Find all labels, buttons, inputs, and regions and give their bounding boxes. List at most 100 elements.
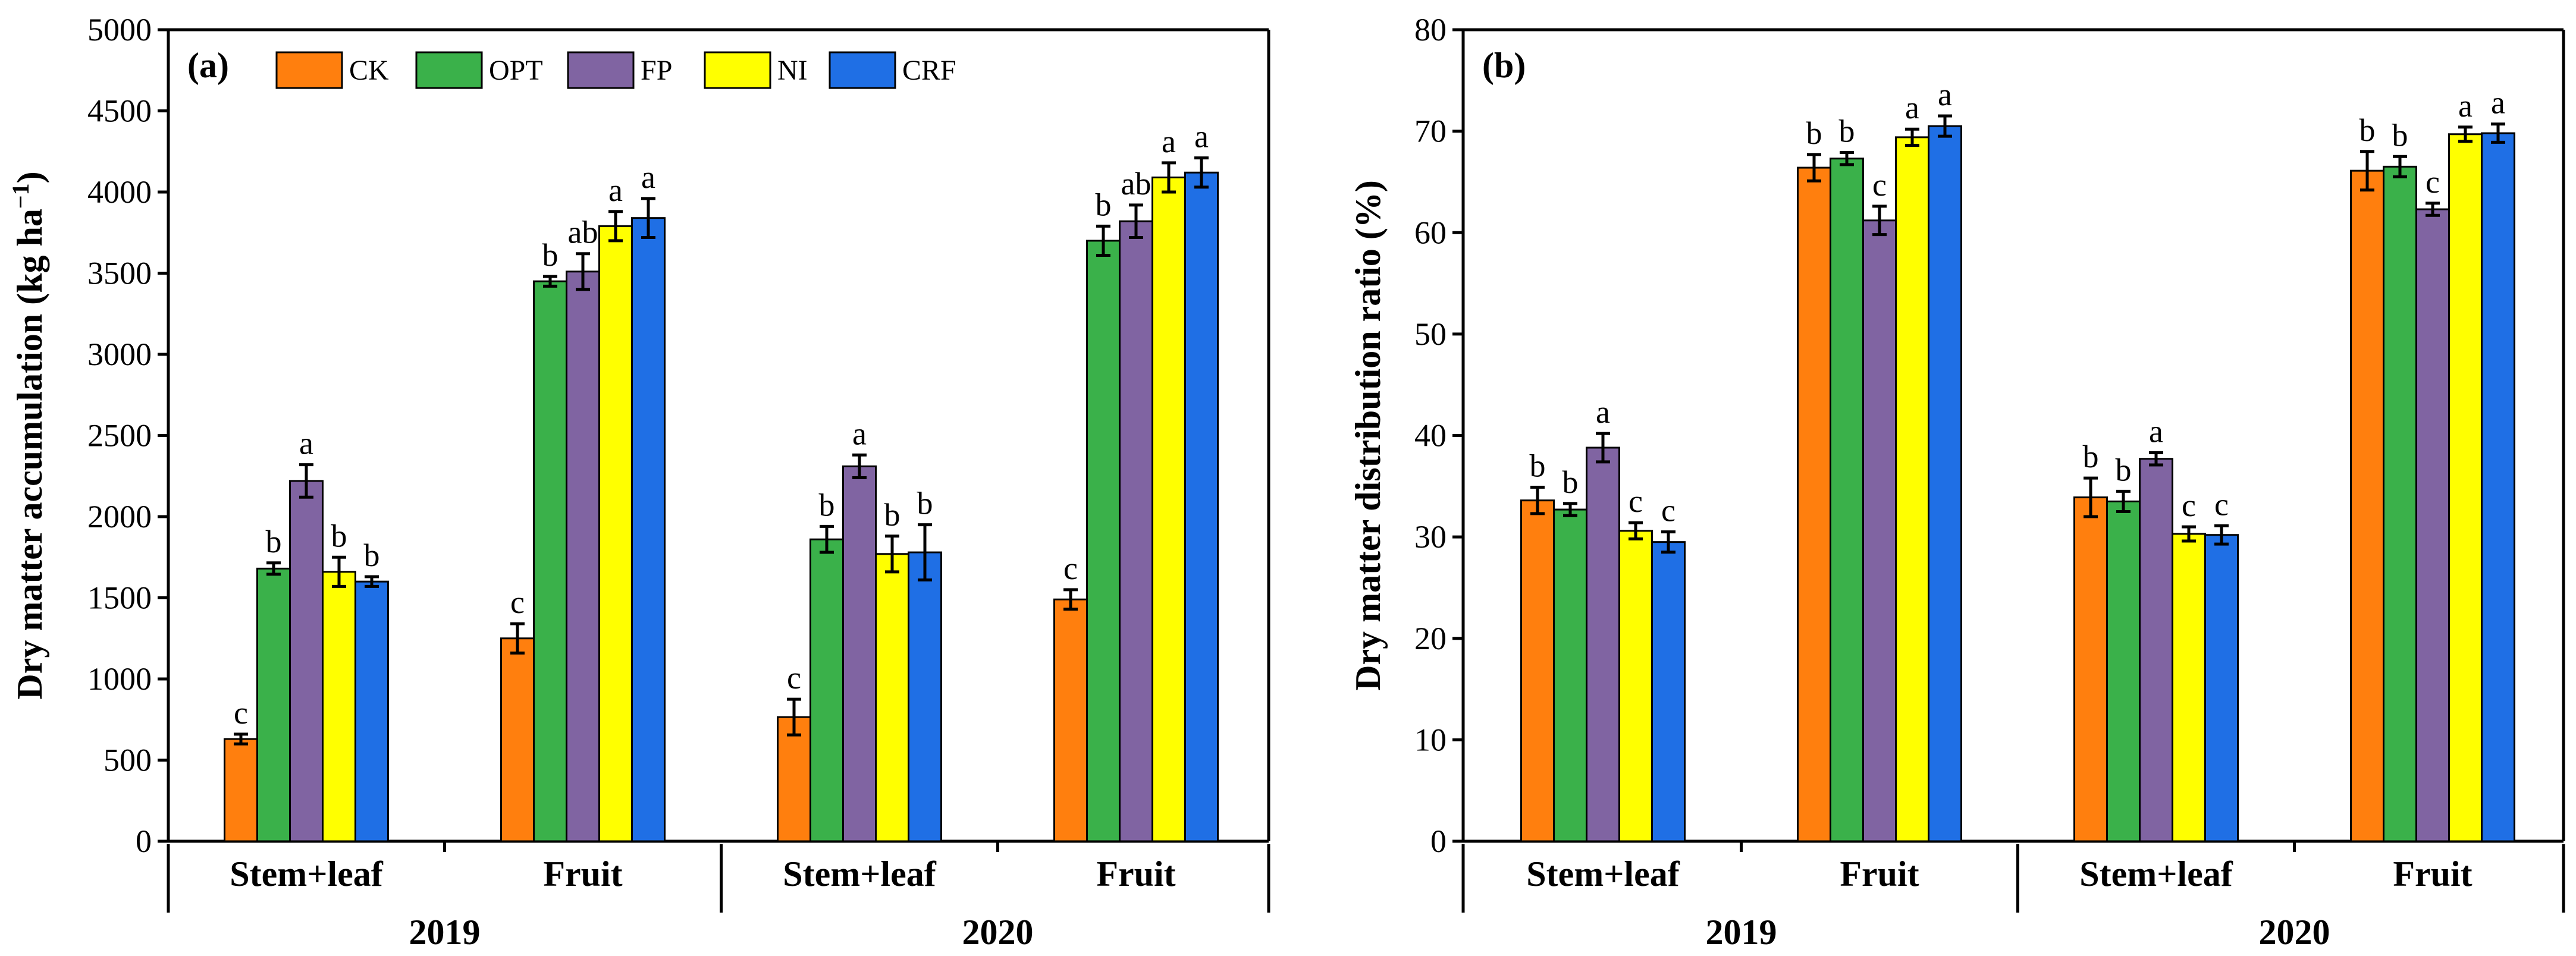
bar-fp xyxy=(2139,458,2173,842)
significance-letter: b xyxy=(266,524,282,559)
legend-label-ni: NI xyxy=(777,55,808,86)
bar-fp xyxy=(566,271,600,842)
legend-label-opt: OPT xyxy=(489,55,543,86)
year-label: 2019 xyxy=(409,913,481,952)
legend: CK OPT FP NI CRF xyxy=(275,51,956,89)
bar-crf xyxy=(2481,132,2515,842)
y-tick-label: 70 xyxy=(1414,114,1447,149)
bar-crf xyxy=(1651,541,1686,842)
bar-opt xyxy=(256,567,291,842)
bar-opt xyxy=(2106,500,2141,842)
category-label: Fruit xyxy=(1840,854,1919,894)
legend-swatch-ck xyxy=(275,51,343,89)
significance-letter: a xyxy=(641,159,655,195)
panel-label: (b) xyxy=(1482,46,1526,85)
bar-ni xyxy=(1895,136,1929,842)
legend-label-fp: FP xyxy=(641,55,672,86)
y-tick-label: 4000 xyxy=(87,174,152,210)
significance-letter: c xyxy=(787,660,801,696)
bar-ck xyxy=(224,738,258,842)
y-tick-label: 30 xyxy=(1414,519,1447,555)
significance-letter: b xyxy=(2116,452,2132,488)
significance-letter: b xyxy=(2392,117,2408,153)
significance-letter: b xyxy=(1530,448,1546,484)
y-tick-label: 3000 xyxy=(87,337,152,372)
category-label: Fruit xyxy=(1096,854,1175,894)
y-tick-label: 80 xyxy=(1414,12,1447,48)
category-label: Stem+leaf xyxy=(2079,854,2233,894)
bar-ni xyxy=(1151,176,1186,842)
significance-letter: a xyxy=(2458,88,2473,124)
y-tick-label: 500 xyxy=(103,743,152,778)
bar-opt xyxy=(1086,240,1121,842)
y-tick-label: 2000 xyxy=(87,499,152,534)
legend-label-crf: CRF xyxy=(902,55,956,86)
significance-letter: b xyxy=(331,518,347,554)
significance-letter: b xyxy=(884,497,900,533)
y-tick-label: 3500 xyxy=(87,256,152,291)
bar-fp xyxy=(1119,220,1153,842)
y-tick-label: 5000 xyxy=(87,12,152,48)
bar-ck xyxy=(500,637,535,842)
bar-fp xyxy=(2415,208,2450,842)
y-axis-label: Dry matter accumulation (kg ha−1) xyxy=(7,171,49,699)
bar-ni xyxy=(875,553,909,842)
bar-ck xyxy=(1053,598,1088,842)
year-label: 2019 xyxy=(1706,913,1777,952)
significance-letter: b xyxy=(819,487,835,523)
significance-letter: a xyxy=(1905,90,1919,125)
y-tick-label: 2500 xyxy=(87,418,152,454)
bar-crf xyxy=(908,551,942,842)
significance-letter: a xyxy=(1596,394,1610,430)
y-tick-label: 20 xyxy=(1414,621,1447,656)
significance-letter: b xyxy=(917,486,933,521)
category-label: Fruit xyxy=(2393,854,2472,894)
legend-swatch-opt xyxy=(415,51,483,89)
year-label: 2020 xyxy=(2259,913,2330,952)
y-tick-label: 50 xyxy=(1414,316,1447,352)
category-label: Stem+leaf xyxy=(783,854,936,894)
y-tick-label: 10 xyxy=(1414,722,1447,757)
bar-fp xyxy=(1862,219,1897,842)
y-tick-label: 60 xyxy=(1414,215,1447,250)
significance-letter: c xyxy=(1661,493,1676,529)
y-axis-label-superscript: −1 xyxy=(7,183,34,209)
significance-letter: a xyxy=(1162,124,1176,159)
significance-letter: b xyxy=(1806,115,1822,151)
bar-crf xyxy=(631,217,666,842)
significance-letter: c xyxy=(2182,488,2196,523)
significance-letter: a xyxy=(299,426,313,461)
bar-crf xyxy=(354,580,389,842)
legend-swatch-fp xyxy=(567,51,635,89)
bar-ni xyxy=(322,571,356,842)
bar-ck xyxy=(777,716,811,842)
y-axis-label: Dry matter distribution ratio (%) xyxy=(1348,180,1388,691)
significance-letter: a xyxy=(2149,414,2163,449)
panel-b: 0 10 20 30 40 50 60 70 80 Dry matter distribution… xyxy=(1348,12,2565,952)
significance-letter: b xyxy=(1839,113,1855,149)
significance-letter: c xyxy=(1629,483,1643,519)
bar-crf xyxy=(1928,125,1962,842)
bar-opt xyxy=(2383,165,2417,842)
significance-letter: c xyxy=(2426,164,2440,200)
bar-fp xyxy=(842,465,877,842)
bar-opt xyxy=(1830,158,1864,842)
bar-ni xyxy=(2172,533,2206,842)
y-tick-label: 40 xyxy=(1414,418,1447,454)
bar-ck xyxy=(1520,499,1555,842)
category-label: Stem+leaf xyxy=(230,854,383,894)
significance-letter: c xyxy=(1872,167,1887,203)
significance-letter: c xyxy=(234,695,248,731)
category-label: Fruit xyxy=(543,854,622,894)
bar-crf xyxy=(1184,171,1219,842)
significance-letter: b xyxy=(2083,439,2099,474)
legend-swatch-ni xyxy=(704,51,771,89)
y-tick-label: 0 xyxy=(136,823,152,859)
significance-letter: ab xyxy=(1121,166,1151,202)
significance-letter: b xyxy=(1096,187,1112,222)
panel-label: (a) xyxy=(187,46,229,85)
y-tick-label: 1000 xyxy=(87,661,152,697)
legend-label-ck: CK xyxy=(349,55,389,86)
panel-a: 0 500 1000 1500 2000 2500 3000 3500 4000 4500 5000… xyxy=(7,12,1270,952)
